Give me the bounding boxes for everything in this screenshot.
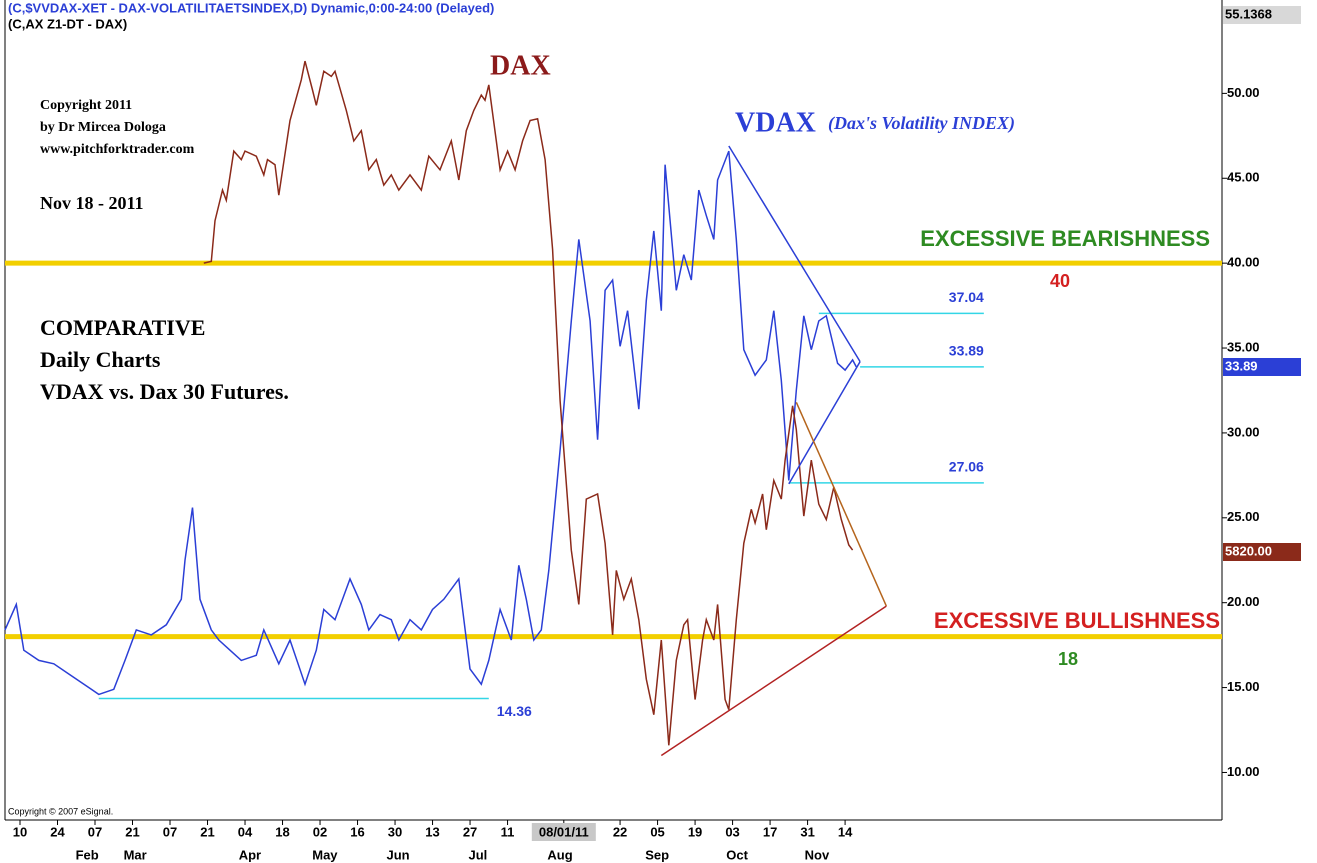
trendline [795, 402, 888, 607]
annotation: VDAX vs. Dax 30 Futures. [40, 379, 289, 404]
x-tick-label: 10 [13, 824, 27, 839]
annotation: EXCESSIVE BEARISHNESS [920, 226, 1210, 251]
y-tick-label: 40.00 [1227, 255, 1260, 270]
x-tick-label: 22 [613, 824, 627, 839]
month-label: May [312, 847, 338, 862]
level-number: 40 [1050, 271, 1070, 291]
price-box-label: 55.1368 [1225, 6, 1272, 21]
x-tick-label: 02 [313, 824, 327, 839]
y-tick-label: 15.00 [1227, 679, 1260, 694]
x-tick-label: 03 [725, 824, 739, 839]
series-line [203, 60, 854, 746]
header-text: (C,$VVDAX-XET - DAX-VOLATILITAETSINDEX,D… [8, 0, 494, 15]
price-box [1223, 358, 1301, 376]
header-text: (C,AX Z1-DT - DAX) [8, 16, 127, 31]
price-box [1223, 543, 1301, 561]
price-box-label: 33.89 [1225, 358, 1258, 373]
y-tick-label: 35.00 [1227, 339, 1260, 354]
x-tick-label: 27 [463, 824, 477, 839]
y-tick-label: 25.00 [1227, 509, 1260, 524]
annotation: www.pitchforktrader.com [40, 142, 195, 157]
x-tick-label: 07 [88, 824, 102, 839]
x-tick-label: 13 [425, 824, 439, 839]
annotation: Copyright 2011 [40, 98, 132, 113]
annotation: Nov 18 - 2011 [40, 193, 144, 213]
x-tick-label: 08/01/11 [539, 824, 589, 839]
month-label: Jun [386, 847, 409, 862]
month-label: Mar [124, 847, 147, 862]
y-tick-label: 20.00 [1227, 594, 1260, 609]
month-label: Nov [805, 847, 830, 862]
x-tick-label: 18 [275, 824, 289, 839]
x-tick-label: 14 [838, 824, 853, 839]
x-tick-highlight [531, 823, 596, 841]
x-tick-label: 07 [163, 824, 177, 839]
x-tick-label: 31 [800, 824, 814, 839]
x-tick-label: 24 [50, 824, 65, 839]
annotation: DAX [490, 50, 551, 81]
x-tick-label: 11 [501, 824, 515, 839]
x-tick-label: 19 [688, 824, 702, 839]
price-box-label: 5820.00 [1225, 543, 1272, 558]
level-number: 18 [1058, 649, 1078, 669]
annotation: by Dr Mircea Dologa [40, 120, 166, 135]
x-tick-label: 04 [238, 824, 253, 839]
annotation: COMPARATIVE [40, 315, 205, 340]
annotation: (Dax's Volatility INDEX) [828, 113, 1015, 134]
month-label: Sep [645, 847, 669, 862]
annotation: VDAX [735, 107, 816, 138]
month-label: Aug [547, 847, 572, 862]
level-value-label: 33.89 [949, 343, 984, 359]
trendline [660, 605, 887, 757]
month-label: Jul [469, 847, 488, 862]
y-tick-label: 50.00 [1227, 85, 1260, 100]
x-tick-label: 21 [125, 824, 139, 839]
annotation: Copyright © 2007 eSignal. [8, 806, 113, 816]
trendline [788, 361, 861, 485]
y-tick-label: 30.00 [1227, 424, 1260, 439]
y-tick-label: 10.00 [1227, 764, 1260, 779]
x-tick-label: 21 [200, 824, 214, 839]
x-tick-label: 05 [650, 824, 664, 839]
annotation: EXCESSIVE BULLISHNESS [934, 608, 1220, 633]
month-label: Feb [76, 847, 99, 862]
month-label: Apr [239, 847, 261, 862]
price-box [1223, 6, 1301, 24]
series-line [4, 150, 857, 696]
x-tick-label: 30 [388, 824, 402, 839]
x-tick-label: 16 [350, 824, 364, 839]
x-tick-label: 17 [763, 824, 777, 839]
y-tick-label: 45.00 [1227, 170, 1260, 185]
trendline [728, 145, 861, 363]
level-value-label: 27.06 [949, 459, 984, 475]
annotation: Daily Charts [40, 347, 161, 372]
month-label: Oct [726, 847, 748, 862]
level-value-label: 14.36 [497, 703, 532, 719]
level-value-label: 37.04 [949, 289, 984, 305]
